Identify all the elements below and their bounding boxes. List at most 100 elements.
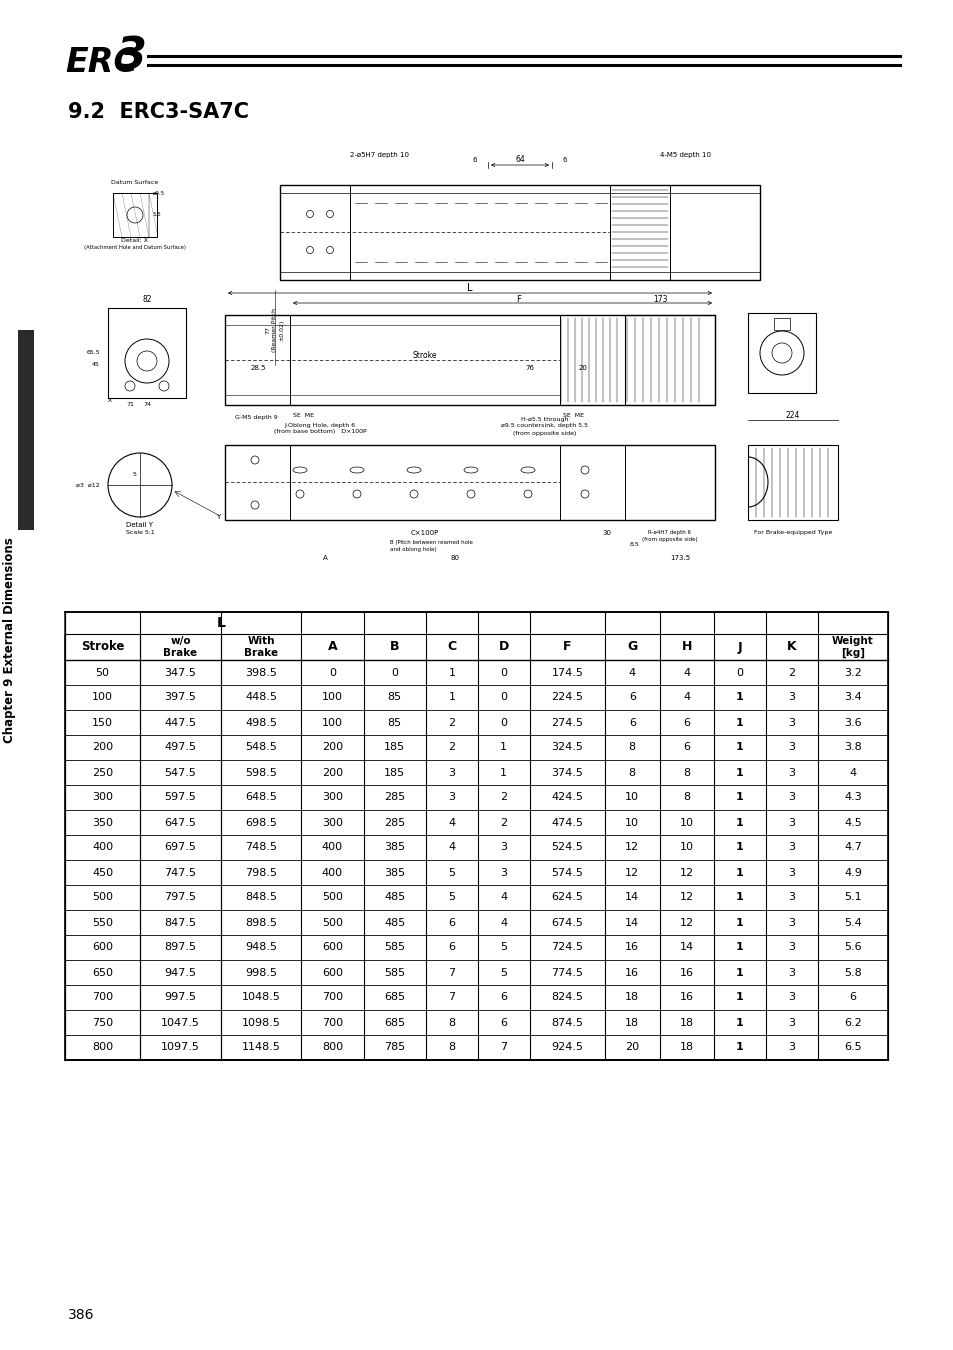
Text: 924.5: 924.5	[551, 1042, 582, 1053]
Text: 9.2  ERC3-SA7C: 9.2 ERC3-SA7C	[68, 103, 249, 122]
Text: 3: 3	[787, 842, 795, 852]
Text: 200: 200	[321, 768, 343, 778]
Text: 300: 300	[321, 818, 342, 828]
Text: 1: 1	[736, 942, 743, 953]
Text: 400: 400	[321, 842, 343, 852]
Text: 7: 7	[448, 968, 455, 977]
Text: 2: 2	[499, 792, 507, 802]
Text: 285: 285	[384, 792, 405, 802]
Text: (from opposite side): (from opposite side)	[641, 537, 697, 541]
Text: 80: 80	[450, 555, 459, 562]
Text: 12: 12	[624, 868, 639, 878]
Text: 8: 8	[682, 792, 690, 802]
Text: B (Pitch between reamed hole: B (Pitch between reamed hole	[390, 540, 473, 545]
Text: 300: 300	[92, 792, 113, 802]
Text: 897.5: 897.5	[164, 942, 196, 953]
Text: 500: 500	[321, 918, 342, 927]
Text: 18: 18	[679, 1018, 693, 1027]
Text: 3: 3	[787, 818, 795, 828]
Text: 724.5: 724.5	[551, 942, 582, 953]
Text: 3: 3	[499, 842, 507, 852]
Text: H-ø5.5 through: H-ø5.5 through	[520, 417, 568, 421]
Text: 685: 685	[384, 992, 405, 1003]
Text: 585: 585	[384, 942, 405, 953]
Text: J: J	[737, 640, 741, 653]
Text: 398.5: 398.5	[245, 667, 276, 678]
Text: 4-M5 depth 10: 4-M5 depth 10	[659, 153, 710, 158]
Text: 3: 3	[787, 968, 795, 977]
Text: 16: 16	[679, 992, 693, 1003]
Text: ø9.5: ø9.5	[152, 190, 165, 196]
Text: 698.5: 698.5	[245, 818, 276, 828]
Text: 173.5: 173.5	[669, 555, 689, 562]
Text: ø3  ø12: ø3 ø12	[76, 482, 100, 487]
Text: 10: 10	[679, 842, 693, 852]
Text: 3: 3	[787, 693, 795, 702]
Text: With
Brake: With Brake	[244, 636, 277, 657]
Text: 847.5: 847.5	[164, 918, 196, 927]
Text: 697.5: 697.5	[165, 842, 196, 852]
Text: 8: 8	[628, 743, 635, 752]
Text: 574.5: 574.5	[551, 868, 582, 878]
Text: 5: 5	[448, 868, 455, 878]
Text: 6: 6	[562, 157, 567, 163]
Text: 64: 64	[515, 155, 524, 165]
Text: 700: 700	[92, 992, 113, 1003]
Text: 597.5: 597.5	[165, 792, 196, 802]
Text: 2: 2	[499, 818, 507, 828]
Text: 1: 1	[736, 768, 743, 778]
Text: 0: 0	[499, 717, 507, 728]
Text: F: F	[562, 640, 571, 653]
Text: 347.5: 347.5	[165, 667, 196, 678]
Text: SE  ME: SE ME	[562, 413, 583, 418]
Text: G: G	[626, 640, 637, 653]
Bar	[624, 315, 714, 405]
Text: 548.5: 548.5	[245, 743, 276, 752]
Text: 71: 71	[126, 401, 133, 406]
Text: 3.4: 3.4	[843, 693, 861, 702]
Text: 3: 3	[787, 717, 795, 728]
Bar	[112, 193, 157, 238]
Text: 16: 16	[624, 942, 639, 953]
Text: 1: 1	[736, 717, 743, 728]
Text: (Attachment Hole and Datum Surface): (Attachment Hole and Datum Surface)	[84, 246, 186, 251]
Text: 5: 5	[499, 942, 507, 953]
Text: 12: 12	[624, 842, 639, 852]
Text: (from opposite side): (from opposite side)	[513, 431, 576, 436]
Text: ERC: ERC	[65, 46, 138, 80]
Text: H: H	[680, 640, 691, 653]
Text: 8: 8	[682, 768, 690, 778]
Text: 10: 10	[679, 818, 693, 828]
Text: 1098.5: 1098.5	[241, 1018, 280, 1027]
Text: 12: 12	[679, 918, 693, 927]
Text: 4: 4	[499, 892, 507, 903]
Text: 5: 5	[448, 892, 455, 903]
Text: 3: 3	[787, 743, 795, 752]
Text: J-Oblong Hole, depth 6: J-Oblong Hole, depth 6	[284, 423, 355, 428]
Text: 0: 0	[499, 667, 507, 678]
Text: 6: 6	[628, 717, 635, 728]
Text: B: B	[390, 640, 399, 653]
Text: 150: 150	[92, 717, 113, 728]
Text: 4: 4	[448, 818, 455, 828]
Text: w/o
Brake: w/o Brake	[163, 636, 197, 657]
Text: 4.5: 4.5	[843, 818, 861, 828]
Text: 448.5: 448.5	[245, 693, 276, 702]
Text: 20: 20	[624, 1042, 639, 1053]
Text: 400: 400	[92, 842, 113, 852]
Text: 12: 12	[679, 868, 693, 878]
Text: 1: 1	[736, 892, 743, 903]
Text: 14: 14	[624, 892, 639, 903]
Text: 45: 45	[92, 363, 100, 367]
Bar	[108, 308, 186, 398]
Text: 2-ø5H7 depth 10: 2-ø5H7 depth 10	[350, 153, 409, 158]
Text: 1097.5: 1097.5	[161, 1042, 200, 1053]
Text: 6: 6	[499, 1018, 507, 1027]
Text: 3.6: 3.6	[843, 717, 861, 728]
Text: 524.5: 524.5	[551, 842, 582, 852]
Bar	[65, 612, 887, 1060]
Text: 18: 18	[624, 992, 639, 1003]
Text: 824.5: 824.5	[551, 992, 582, 1003]
Text: 1: 1	[736, 868, 743, 878]
Text: 7: 7	[448, 992, 455, 1003]
